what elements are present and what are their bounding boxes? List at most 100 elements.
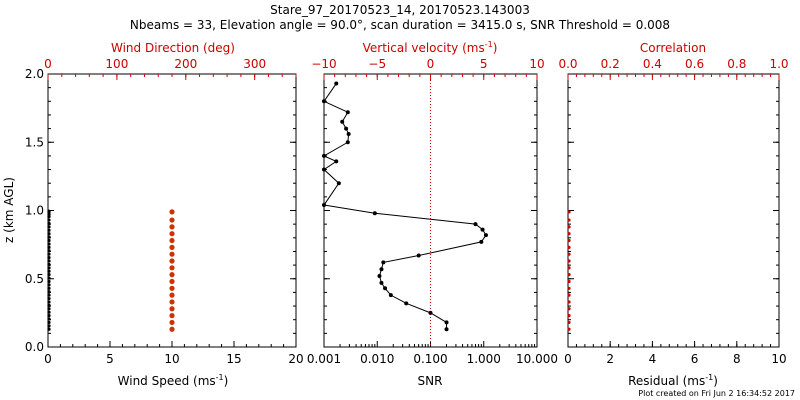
- wind-speed-point: [47, 209, 51, 213]
- snr-point: [322, 99, 326, 104]
- wind-direction-point: [169, 237, 175, 244]
- snr-point: [383, 286, 388, 291]
- top-tick-label: 1.0: [769, 57, 788, 71]
- snr-axis-title: SNR: [418, 374, 443, 388]
- residual-point: [567, 320, 571, 325]
- residual-axis-title: Residual (ms-1): [628, 373, 718, 388]
- residual-point: [567, 210, 571, 214]
- wind-direction-axis-title: Wind Direction (deg): [111, 41, 235, 55]
- residual-point: [567, 314, 571, 318]
- top-tick-label: 200: [174, 57, 197, 71]
- y-tick-label: 0.0: [25, 340, 44, 354]
- top-tick-label: 0.8: [727, 57, 746, 71]
- snr-point: [404, 301, 409, 306]
- wind-speed-point: [47, 225, 51, 229]
- wind-speed-point: [47, 279, 51, 284]
- panel-residual: 0 2 4 6 8 10 0.0 0.2 0.4 0.6 0.8 1.0 Correlation Re…: [558, 41, 788, 388]
- wind-speed-point: [47, 307, 51, 311]
- snr-point: [388, 293, 393, 298]
- residual-point: [567, 232, 571, 236]
- wind-direction-point: [169, 224, 175, 230]
- snr-point: [381, 260, 386, 265]
- top-tick-label: 0.6: [685, 57, 704, 71]
- wind-speed-point: [47, 266, 51, 270]
- top-tick-label: 10: [529, 57, 544, 71]
- residual-point: [567, 279, 571, 284]
- wind-speed-point: [47, 262, 51, 267]
- wind-direction-point: [169, 251, 175, 257]
- wind-direction-point: [169, 313, 175, 319]
- snr-point: [473, 222, 478, 227]
- wind-speed-point: [47, 310, 51, 314]
- wind-direction-point: [169, 258, 175, 264]
- wind-direction-point: [169, 272, 175, 278]
- vertical-velocity-axis-title: Vertical velocity (ms-1): [363, 40, 498, 55]
- wind-speed-point: [47, 249, 51, 253]
- snr-point: [416, 253, 421, 258]
- top-tick-label: 0: [44, 57, 52, 71]
- wind-direction-point: [169, 209, 175, 215]
- wind-speed-point: [47, 303, 51, 307]
- wind-direction-point: [169, 285, 175, 291]
- wind-speed-point: [47, 235, 51, 239]
- snr-point: [322, 167, 326, 172]
- x-tick-label: 0.010: [360, 352, 394, 366]
- snr-point: [345, 110, 350, 115]
- wind-direction-point: [169, 326, 175, 332]
- snr-point: [346, 132, 351, 137]
- residual-point: [567, 245, 571, 249]
- x-tick-label: 0.001: [307, 352, 341, 366]
- x-tick-label: 8: [733, 352, 741, 366]
- x-tick-label: 20: [288, 352, 303, 366]
- wind-speed-point: [47, 286, 51, 290]
- y-tick-label: 2.0: [25, 67, 44, 81]
- wind-speed-point: [47, 255, 51, 260]
- residual-point: [567, 225, 571, 229]
- y-tick-label: 0.5: [25, 272, 44, 286]
- snr-point: [444, 327, 449, 332]
- wind-speed-point: [47, 283, 51, 287]
- x-tick-label: 5: [106, 352, 114, 366]
- panel-wind: 0.00.51.01.52.00 5 10 15 200 100 200 300 Wind D…: [2, 41, 304, 388]
- snr-point: [479, 239, 484, 244]
- wind-speed-point: [47, 259, 51, 263]
- snr-profile-line: [322, 83, 487, 330]
- wind-speed-point: [47, 293, 51, 297]
- residual-point: [567, 238, 571, 243]
- residual-point: [567, 307, 571, 311]
- figure-title: Stare_97_20170523_14, 20170523.143003: [270, 3, 530, 17]
- residual-point: [567, 218, 571, 222]
- top-tick-label: −10: [311, 57, 336, 71]
- top-tick-label: 5: [480, 57, 488, 71]
- snr-point: [372, 211, 377, 216]
- wind-direction-point: [169, 278, 175, 285]
- snr-point: [340, 119, 345, 124]
- residual-point: [567, 293, 571, 297]
- wind-speed-point: [47, 242, 51, 246]
- wind-speed-point: [47, 245, 51, 249]
- residual-point: [567, 327, 571, 331]
- wind-speed-point: [47, 290, 51, 294]
- snr-point: [334, 159, 339, 164]
- wind-direction-point: [169, 306, 175, 312]
- x-tick-label: 10: [164, 352, 179, 366]
- x-tick-label: 10: [771, 352, 786, 366]
- snr-point: [428, 310, 433, 315]
- snr-point: [322, 153, 326, 158]
- wind-speed-point: [47, 324, 51, 328]
- y-tick-label: 1.0: [25, 204, 44, 218]
- top-tick-label: 0: [427, 57, 435, 71]
- snr-point: [379, 267, 384, 272]
- residual-point: [567, 300, 571, 304]
- y-tick-label: 1.5: [25, 135, 44, 149]
- panel-residual-frame: [567, 73, 780, 348]
- residual-point: [567, 259, 571, 263]
- snr-point: [377, 274, 382, 279]
- wind-speed-point: [47, 296, 51, 301]
- wind-speed-point: [47, 269, 51, 273]
- x-tick-label: 0: [44, 352, 52, 366]
- wind-speed-point: [47, 300, 51, 304]
- snr-point: [379, 280, 384, 285]
- wind-direction-point: [169, 319, 175, 326]
